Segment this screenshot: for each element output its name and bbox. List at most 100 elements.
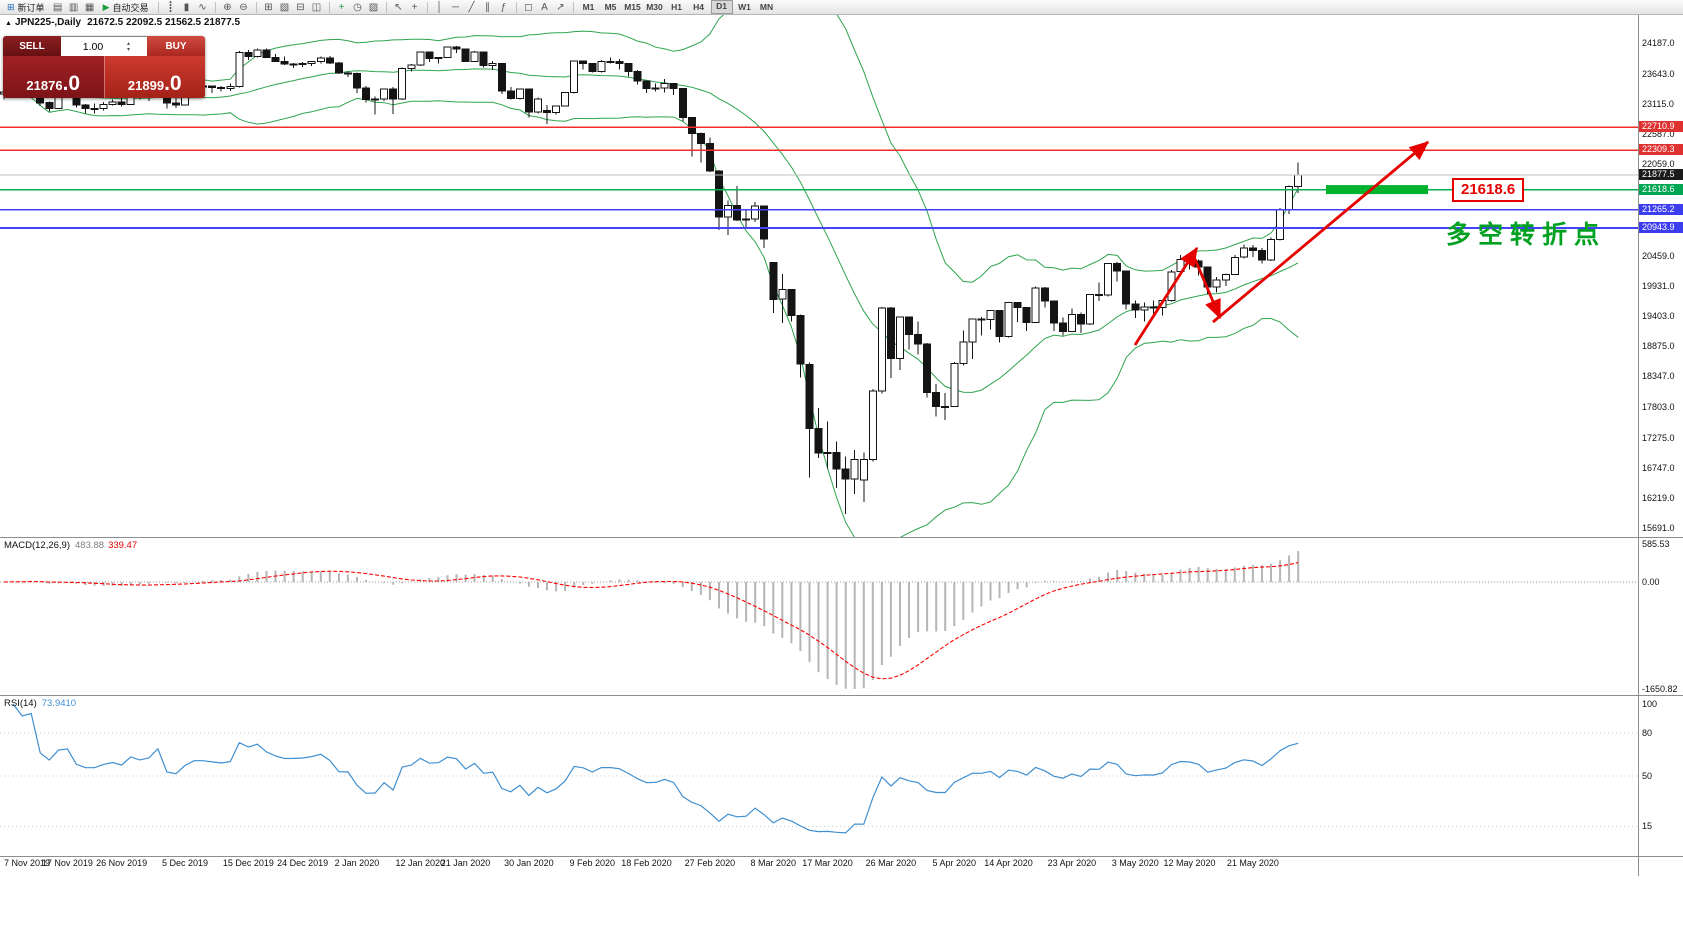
pivot-note-text[interactable]: 多空转折点 bbox=[1446, 221, 1607, 249]
level-lines[interactable] bbox=[0, 126, 1638, 230]
time-axis[interactable]: 7 Nov 2019 17 Nov 2019 26 Nov 2019 5 Dec 20… bbox=[0, 858, 1638, 872]
timeframe-m30-button[interactable]: M30 bbox=[646, 2, 663, 12]
volume-down-icon[interactable]: ▾ bbox=[127, 46, 131, 53]
autotrading-button[interactable]: ▶ 自动交易 bbox=[99, 1, 153, 14]
price-badge-resistance-upper: 22710.9 bbox=[1639, 121, 1683, 133]
panel-separator[interactable] bbox=[0, 695, 1683, 696]
sell-button[interactable]: SELL bbox=[3, 36, 61, 56]
zoom-in-icon[interactable]: ⊕ bbox=[223, 1, 232, 13]
macd-signal-line bbox=[3, 561, 1299, 680]
price-tick: 24187.0 bbox=[1642, 37, 1675, 48]
time-label: 12 Jan 2020 bbox=[395, 858, 446, 868]
tile-windows-icon[interactable]: ⊞ bbox=[264, 1, 273, 13]
panel-separator[interactable] bbox=[0, 537, 1683, 538]
price-tick: 23115.0 bbox=[1642, 99, 1674, 110]
time-label: 24 Dec 2019 bbox=[277, 858, 329, 868]
new-order-button[interactable]: ⊞ 新订单 bbox=[3, 1, 49, 14]
macd-main-value: 483.88 bbox=[75, 540, 105, 551]
toolbar-separator bbox=[426, 1, 428, 13]
timeframe-w1-button[interactable]: W1 bbox=[738, 2, 751, 12]
autotrading-icon: ▶ bbox=[102, 1, 110, 12]
periods-icon[interactable]: ◷ bbox=[353, 1, 362, 13]
rsi-tick: 80 bbox=[1642, 727, 1653, 738]
price-tick: 15691.0 bbox=[1642, 523, 1675, 533]
data-window-icon[interactable]: ▦ bbox=[84, 1, 95, 13]
toolbar-separator bbox=[515, 1, 517, 13]
main-chart[interactable] bbox=[0, 15, 1638, 537]
price-tick: 23643.0 bbox=[1642, 69, 1675, 80]
timeframe-m15-button[interactable]: M15 bbox=[624, 2, 641, 12]
profile-icon[interactable]: ▥ bbox=[68, 1, 79, 13]
symbol-collapse-icon[interactable]: ▲ bbox=[5, 20, 12, 27]
horizontal-line-icon[interactable]: ─ bbox=[451, 1, 460, 13]
sell-price[interactable]: 21876.0 bbox=[3, 56, 104, 98]
panel-separator[interactable] bbox=[0, 856, 1683, 857]
volume-stepper[interactable]: ▴ ▾ bbox=[127, 41, 130, 53]
template-icon[interactable]: ▨ bbox=[368, 1, 379, 13]
buy-price[interactable]: 21899.0 bbox=[103, 56, 205, 98]
time-label: 5 Dec 2019 bbox=[161, 858, 209, 868]
volume-field[interactable]: ▴ ▾ bbox=[61, 36, 147, 56]
text-label-icon[interactable]: A bbox=[541, 1, 548, 13]
price-tick: 20459.0 bbox=[1642, 250, 1675, 261]
time-label: 3 May 2020 bbox=[1111, 858, 1159, 868]
shapes-icon[interactable]: ◻ bbox=[524, 1, 533, 13]
symbol-period-label: JPN225-,Daily bbox=[14, 17, 82, 28]
timeframe-d1-button[interactable]: D1 bbox=[710, 0, 733, 14]
trend-arrows[interactable] bbox=[1133, 140, 1430, 346]
line-chart-icon[interactable]: ∿ bbox=[198, 1, 207, 13]
volume-up-icon[interactable]: ▴ bbox=[127, 40, 131, 47]
timeframe-h4-button[interactable]: H4 bbox=[693, 2, 704, 12]
price-tick: 18347.0 bbox=[1642, 371, 1675, 382]
time-label: 23 Apr 2020 bbox=[1047, 858, 1097, 868]
price-badge-last-price: 21877.5 bbox=[1639, 168, 1683, 180]
price-badge-support-lower: 20943.9 bbox=[1639, 222, 1683, 234]
macd-panel[interactable] bbox=[0, 538, 1638, 695]
price-tick: 17275.0 bbox=[1642, 432, 1675, 443]
crosshair-icon[interactable]: + bbox=[411, 1, 418, 13]
arrow-tool-icon[interactable]: ↗ bbox=[556, 1, 565, 13]
time-label: 17 Nov 2019 bbox=[41, 858, 93, 868]
zoom-out-icon[interactable]: ⊖ bbox=[239, 1, 248, 13]
rsi-tick: 50 bbox=[1642, 771, 1653, 781]
pivot-zone-rect[interactable] bbox=[1326, 185, 1428, 195]
timeframe-mn-button[interactable]: MN bbox=[759, 2, 774, 12]
toolbar: ⊞ 新订单 ▤ ▥ ▦ ▶ 自动交易 ┋ ▮ ∿ ⊕ ⊖ ⊞ ▧ ⊟ ◫ + ◷ ▨ ↖ + │ ─ ╱ ∥ ƒ ◻ A ↗ M1 M5 M1… bbox=[0, 0, 1683, 15]
channel-icon[interactable]: ∥ bbox=[485, 1, 490, 13]
chart-window-icon[interactable]: ▤ bbox=[52, 1, 63, 13]
bar-chart-icon[interactable]: ┋ bbox=[167, 1, 174, 13]
candles-icon[interactable]: ▮ bbox=[183, 1, 190, 13]
timeframe-m5-button[interactable]: M5 bbox=[604, 2, 617, 12]
one-click-trading-panel[interactable]: SELL ▴ ▾ BUY 21876.0 21899.0 bbox=[3, 36, 205, 98]
macd-signal-value: 339.47 bbox=[108, 540, 138, 551]
vertical-line-icon[interactable]: │ bbox=[436, 1, 443, 13]
rsi-panel[interactable] bbox=[0, 696, 1638, 856]
macd-histogram bbox=[12, 551, 1300, 689]
cascade-windows-icon[interactable]: ▧ bbox=[279, 1, 290, 13]
volume-input[interactable] bbox=[61, 38, 125, 55]
time-label: 7 Nov 2019 bbox=[4, 858, 51, 868]
macd-tick: -1650.82 bbox=[1642, 684, 1678, 694]
new-order-icon: ⊞ bbox=[7, 1, 15, 12]
autotrading-button-label: 自动交易 bbox=[112, 2, 149, 13]
macd-header: MACD(12,26,9) 483.88 339.47 bbox=[4, 540, 137, 551]
time-label: 21 May 2020 bbox=[1226, 858, 1279, 868]
trendline-icon[interactable]: ╱ bbox=[468, 1, 475, 13]
tile-vertical-icon[interactable]: ◫ bbox=[311, 1, 322, 13]
time-label: 17 Mar 2020 bbox=[802, 858, 853, 868]
timeframe-h1-button[interactable]: H1 bbox=[671, 2, 682, 12]
rsi-value: 73.9410 bbox=[41, 698, 77, 709]
price-tick: 17803.0 bbox=[1642, 402, 1675, 413]
cursor-icon[interactable]: ↖ bbox=[394, 1, 403, 13]
rsi-line bbox=[12, 703, 1299, 834]
timeframe-m1-button[interactable]: M1 bbox=[582, 2, 595, 12]
price-badge-resistance-lower: 22309.3 bbox=[1639, 144, 1683, 156]
buy-button[interactable]: BUY bbox=[147, 36, 205, 56]
price-callout-box[interactable]: 21618.6 bbox=[1452, 178, 1525, 202]
price-badge-support-upper: 21265.2 bbox=[1639, 203, 1683, 215]
fibonacci-icon[interactable]: ƒ bbox=[500, 1, 507, 13]
tile-horizontal-icon[interactable]: ⊟ bbox=[296, 1, 305, 13]
toolbar-separator bbox=[157, 1, 159, 13]
add-indicator-icon[interactable]: + bbox=[338, 1, 345, 13]
time-label: 21 Jan 2020 bbox=[440, 858, 491, 868]
